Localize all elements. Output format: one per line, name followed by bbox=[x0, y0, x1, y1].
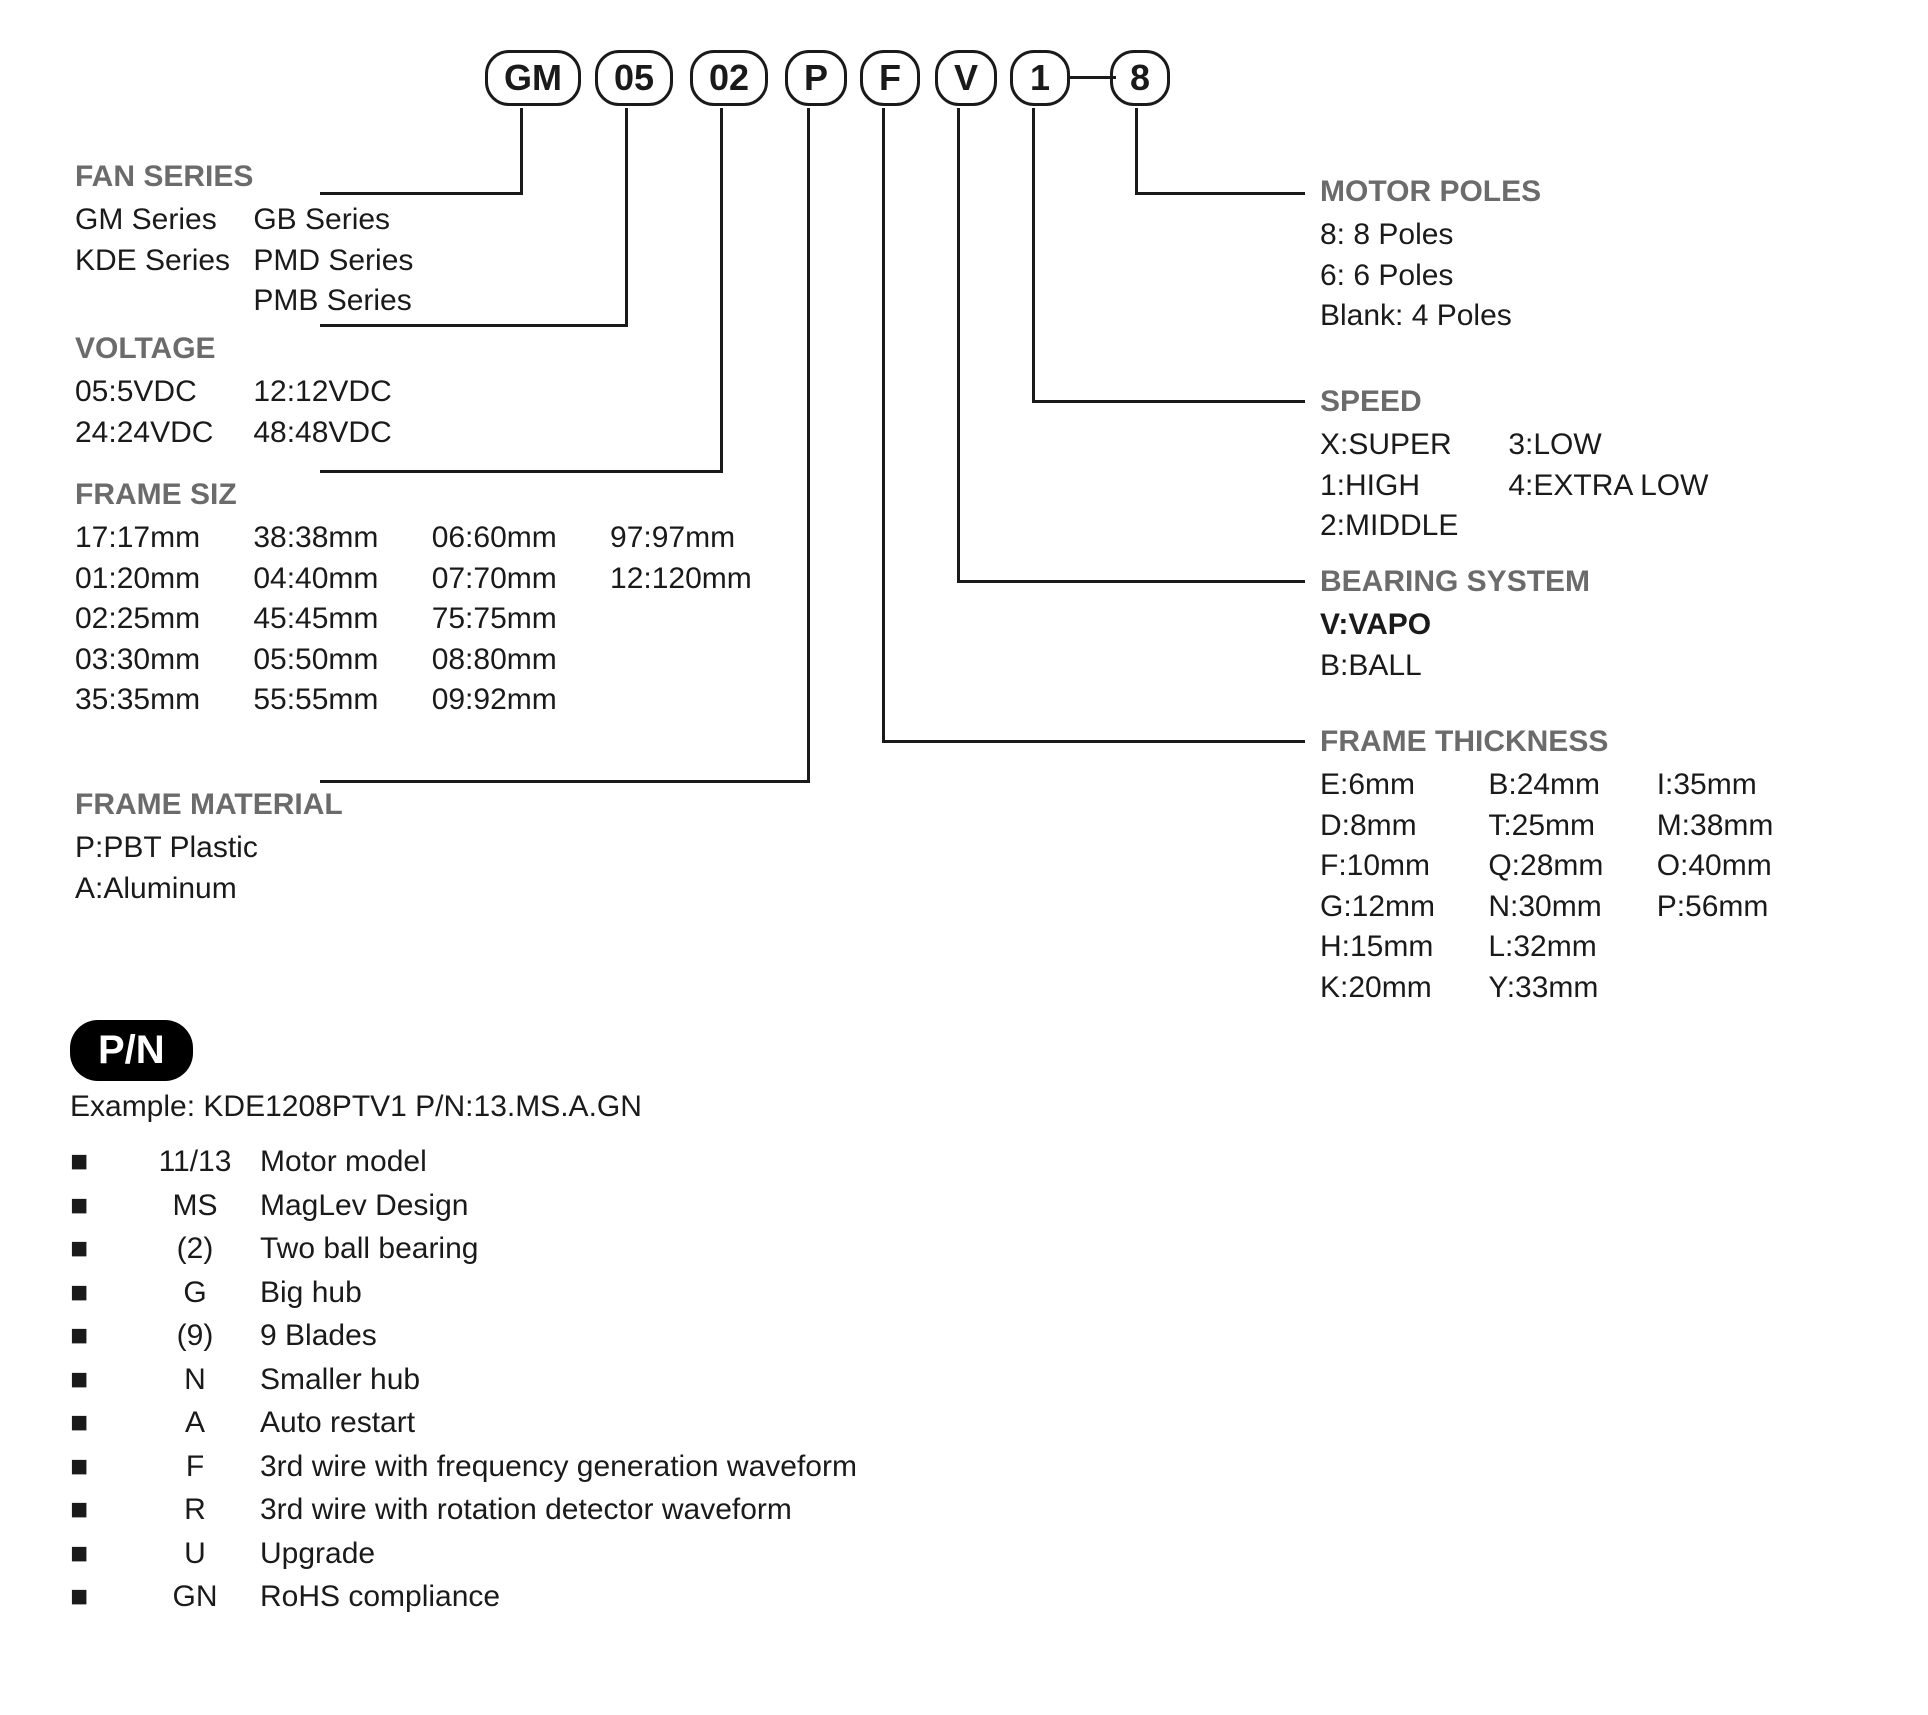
pill-connector bbox=[1068, 76, 1116, 79]
bullet-icon: ■ bbox=[70, 1401, 130, 1445]
bullet-icon: ■ bbox=[70, 1445, 130, 1489]
pn-code: GN bbox=[130, 1575, 260, 1619]
line-8-h bbox=[1135, 192, 1305, 195]
pn-desc: 3rd wire with rotation detector waveform bbox=[260, 1488, 792, 1532]
speed-title: SPEED bbox=[1320, 385, 1422, 419]
line-02-v bbox=[720, 108, 723, 470]
bullet-icon: ■ bbox=[70, 1227, 130, 1271]
pn-row: ■11/13Motor model bbox=[70, 1140, 857, 1184]
pn-code: (9) bbox=[130, 1314, 260, 1358]
line-1-h bbox=[1032, 400, 1305, 403]
frame-material-title: FRAME MATERIAL bbox=[75, 788, 343, 822]
pn-row: ■GNRoHS compliance bbox=[70, 1575, 857, 1619]
line-05-h bbox=[320, 324, 628, 327]
bullet-icon: ■ bbox=[70, 1488, 130, 1532]
pn-row: ■MSMagLev Design bbox=[70, 1184, 857, 1228]
pn-list: ■11/13Motor model■MSMagLev Design■(2)Two… bbox=[70, 1140, 857, 1619]
pn-desc: Upgrade bbox=[260, 1532, 375, 1576]
pn-code: F bbox=[130, 1445, 260, 1489]
line-v-v bbox=[957, 108, 960, 580]
line-8-v bbox=[1135, 108, 1138, 192]
pn-row: ■NSmaller hub bbox=[70, 1358, 857, 1402]
line-1-v bbox=[1032, 108, 1035, 400]
line-f-h bbox=[882, 740, 1305, 743]
code-pill-05: 05 bbox=[595, 50, 673, 106]
bullet-icon: ■ bbox=[70, 1532, 130, 1576]
bullet-icon: ■ bbox=[70, 1358, 130, 1402]
line-p-v bbox=[807, 108, 810, 780]
line-p-h bbox=[320, 780, 810, 783]
bullet-icon: ■ bbox=[70, 1314, 130, 1358]
pn-example: Example: KDE1208PTV1 P/N:13.MS.A.GN bbox=[70, 1090, 642, 1124]
motor-poles-body: 8: 8 Poles 6: 6 Poles Blank: 4 Poles bbox=[1320, 215, 1512, 337]
pn-row: ■(2)Two ball bearing bbox=[70, 1227, 857, 1271]
code-pill-02: 02 bbox=[690, 50, 768, 106]
pn-row: ■AAuto restart bbox=[70, 1401, 857, 1445]
pn-row: ■GBig hub bbox=[70, 1271, 857, 1315]
voltage-title: VOLTAGE bbox=[75, 332, 216, 366]
bullet-icon: ■ bbox=[70, 1271, 130, 1315]
code-pill-f: F bbox=[860, 50, 920, 106]
pn-desc: 9 Blades bbox=[260, 1314, 377, 1358]
code-pill-8: 8 bbox=[1110, 50, 1170, 106]
pn-desc: Two ball bearing bbox=[260, 1227, 478, 1271]
pn-row: ■(9)9 Blades bbox=[70, 1314, 857, 1358]
pn-code: U bbox=[130, 1532, 260, 1576]
code-pill-v: V bbox=[935, 50, 997, 106]
pn-code: MS bbox=[130, 1184, 260, 1228]
pn-code: (2) bbox=[130, 1227, 260, 1271]
line-05-v bbox=[625, 108, 628, 324]
fan-series-body: GM Series KDE Series GB Series PMD Serie… bbox=[75, 200, 413, 322]
code-pill-gm: GM bbox=[485, 50, 581, 106]
pn-desc: RoHS compliance bbox=[260, 1575, 500, 1619]
code-pill-p: P bbox=[785, 50, 847, 106]
motor-poles-title: MOTOR POLES bbox=[1320, 175, 1541, 209]
pn-code: N bbox=[130, 1358, 260, 1402]
frame-material-body: P:PBT Plastic A:Aluminum bbox=[75, 828, 258, 909]
pn-row: ■UUpgrade bbox=[70, 1532, 857, 1576]
frame-thickness-body: E:6mm D:8mm F:10mm G:12mm H:15mm K:20mm … bbox=[1320, 765, 1773, 1008]
code-pill-1: 1 bbox=[1010, 50, 1070, 106]
line-v-h bbox=[957, 580, 1305, 583]
fan-series-title: FAN SERIES bbox=[75, 160, 253, 194]
pn-row: ■R3rd wire with rotation detector wavefo… bbox=[70, 1488, 857, 1532]
pn-desc: Auto restart bbox=[260, 1401, 415, 1445]
pn-desc: 3rd wire with frequency generation wavef… bbox=[260, 1445, 857, 1489]
speed-body: X:SUPER 1:HIGH 2:MIDDLE 3:LOW 4:EXTRA LO… bbox=[1320, 425, 1708, 547]
line-gm-v bbox=[520, 108, 523, 192]
bullet-icon: ■ bbox=[70, 1184, 130, 1228]
bullet-icon: ■ bbox=[70, 1140, 130, 1184]
pn-desc: MagLev Design bbox=[260, 1184, 468, 1228]
pn-desc: Motor model bbox=[260, 1140, 427, 1184]
bearing-title: BEARING SYSTEM bbox=[1320, 565, 1590, 599]
pn-code: G bbox=[130, 1271, 260, 1315]
line-02-h bbox=[320, 470, 723, 473]
bearing-body: V:VAPO B:BALL bbox=[1320, 605, 1431, 686]
pn-badge: P/N bbox=[70, 1020, 193, 1081]
pn-code: R bbox=[130, 1488, 260, 1532]
bullet-icon: ■ bbox=[70, 1575, 130, 1619]
pn-row: ■F3rd wire with frequency generation wav… bbox=[70, 1445, 857, 1489]
pn-desc: Smaller hub bbox=[260, 1358, 420, 1402]
frame-size-body: 17:17mm 01:20mm 02:25mm 03:30mm 35:35mm … bbox=[75, 518, 752, 721]
pn-code: A bbox=[130, 1401, 260, 1445]
line-gm-h bbox=[320, 192, 523, 195]
line-f-v bbox=[882, 108, 885, 740]
pn-code: 11/13 bbox=[130, 1140, 260, 1184]
voltage-body: 05:5VDC 24:24VDC 12:12VDC 48:48VDC bbox=[75, 372, 392, 453]
pn-desc: Big hub bbox=[260, 1271, 362, 1315]
frame-size-title: FRAME SIZ bbox=[75, 478, 237, 512]
frame-thickness-title: FRAME THICKNESS bbox=[1320, 725, 1608, 759]
